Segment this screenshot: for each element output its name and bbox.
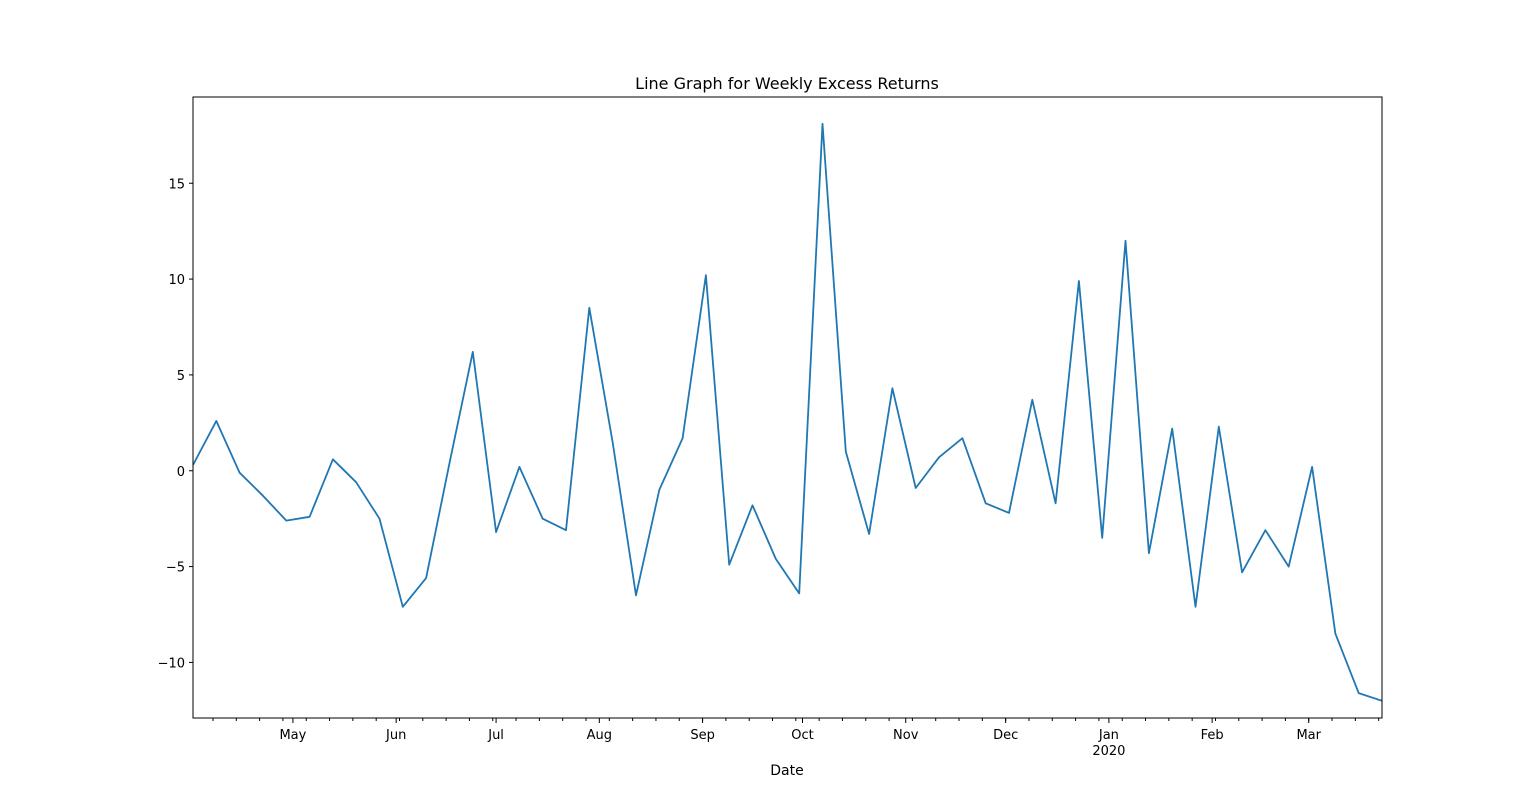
x-tick-label: Jul xyxy=(487,728,504,743)
x-tick-label: Dec xyxy=(993,728,1018,743)
x-tick-label: Mar xyxy=(1296,728,1321,743)
x-tick-label: Nov xyxy=(893,728,919,743)
x-tick-label: Sep xyxy=(690,728,715,743)
y-axis: −10 −5 0 5 10 15 xyxy=(158,177,193,671)
y-tick-label: 5 xyxy=(177,369,185,384)
chart-title: Line Graph for Weekly Excess Returns xyxy=(635,74,939,93)
x-axis-label: Date xyxy=(770,763,803,779)
plot-area xyxy=(193,122,1382,702)
y-tick-label: 10 xyxy=(168,273,185,288)
x-tick-label: Jun xyxy=(385,728,406,743)
y-tick-label: 15 xyxy=(168,177,185,192)
x-tick-label: May xyxy=(279,728,306,743)
y-tick-label: 0 xyxy=(177,465,185,480)
x-tick-label: Aug xyxy=(587,728,612,743)
series-line-weekly-excess-returns xyxy=(193,122,1382,702)
y-tick-label: −5 xyxy=(166,561,185,576)
x-tick-sublabel: 2020 xyxy=(1092,744,1125,759)
plot-frame xyxy=(192,96,1383,719)
x-tick-label: Oct xyxy=(791,728,813,743)
x-tick-label: Jan xyxy=(1098,728,1119,743)
y-tick-label: −10 xyxy=(158,656,185,671)
x-tick-label: Feb xyxy=(1201,728,1224,743)
